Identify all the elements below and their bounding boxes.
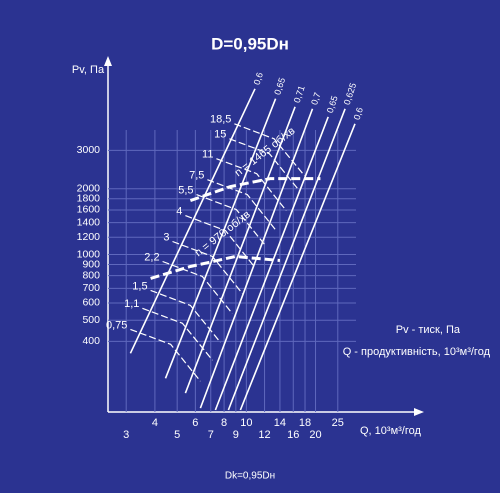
efficiency-label: 0,6	[252, 71, 265, 86]
efficiency-line	[227, 108, 346, 411]
x-tick-label: 4	[152, 417, 158, 429]
y-tick-label: 1600	[77, 204, 101, 216]
power-label: 3	[163, 231, 169, 243]
x-tick-label: 7	[208, 429, 214, 441]
efficiency-line	[129, 88, 256, 354]
x-tick-label: 10	[240, 417, 252, 429]
y-tick-label: 2000	[77, 183, 101, 195]
x-tick-label: 3	[123, 429, 129, 441]
chart-title: D=0,95Dн	[211, 34, 289, 53]
power-label: 11	[202, 149, 213, 161]
x-axis-arrow	[414, 408, 424, 416]
efficiency-line	[214, 116, 329, 411]
power-curve	[207, 179, 278, 232]
power-curve	[196, 194, 267, 247]
x-tick-label: 20	[309, 429, 321, 441]
power-curve	[172, 240, 243, 294]
x-tick-label: 25	[332, 417, 344, 429]
x-tick-label: 5	[174, 429, 180, 441]
efficiency-label: 0,6	[352, 106, 365, 121]
power-curve	[150, 289, 221, 343]
y-axis-label: Pv, Па	[72, 64, 105, 76]
y-tick-label: 1800	[77, 193, 101, 205]
note: Q - продуктивність, 10³м³/год	[343, 346, 491, 358]
speed-curve	[189, 177, 321, 203]
power-label: 18,5	[210, 114, 231, 126]
x-tick-label: 8	[221, 417, 227, 429]
efficiency-line	[239, 123, 356, 411]
y-tick-label: 1200	[77, 231, 101, 243]
x-tick-label: 6	[192, 417, 198, 429]
power-label: 15	[214, 129, 226, 141]
power-label: 1,5	[132, 280, 147, 292]
x-tick-label: 16	[287, 429, 299, 441]
y-tick-label: 800	[82, 269, 100, 281]
power-label: 2,2	[144, 251, 159, 263]
y-tick-label: 3000	[77, 144, 101, 156]
x-tick-label: 14	[274, 417, 286, 429]
x-tick-label: 18	[299, 417, 311, 429]
note: Pv - тиск, Па	[396, 324, 461, 336]
power-label: 4	[176, 205, 182, 217]
efficiency-line	[184, 106, 296, 394]
power-curve	[185, 215, 256, 268]
power-curve	[234, 123, 305, 177]
power-label: 1,1	[124, 298, 139, 310]
y-tick-label: 1400	[77, 216, 101, 228]
efficiency-label: 0,7	[309, 91, 322, 106]
power-curve	[130, 328, 201, 382]
speed-curve	[150, 254, 281, 280]
x-axis-label: Q, 10³м³/год	[360, 425, 421, 437]
y-tick-label: 400	[82, 335, 100, 347]
y-tick-label: 1000	[77, 248, 101, 260]
power-curve	[216, 158, 287, 211]
power-label: 5,5	[178, 185, 193, 197]
power-curve	[142, 307, 213, 361]
y-tick-label: 500	[82, 314, 100, 326]
efficiency-line	[164, 98, 277, 379]
footer: Dk=0,95Dн	[225, 471, 275, 482]
y-tick-label: 600	[82, 297, 100, 309]
x-tick-label: 9	[233, 429, 239, 441]
y-axis-arrow	[104, 56, 112, 66]
power-label: 7,5	[189, 170, 204, 182]
y-tick-label: 700	[82, 282, 100, 294]
power-curve	[162, 260, 233, 314]
x-tick-label: 12	[258, 429, 270, 441]
power-curve	[229, 138, 300, 192]
power-label: 0,75	[106, 319, 127, 331]
y-tick-label: 900	[82, 258, 100, 270]
